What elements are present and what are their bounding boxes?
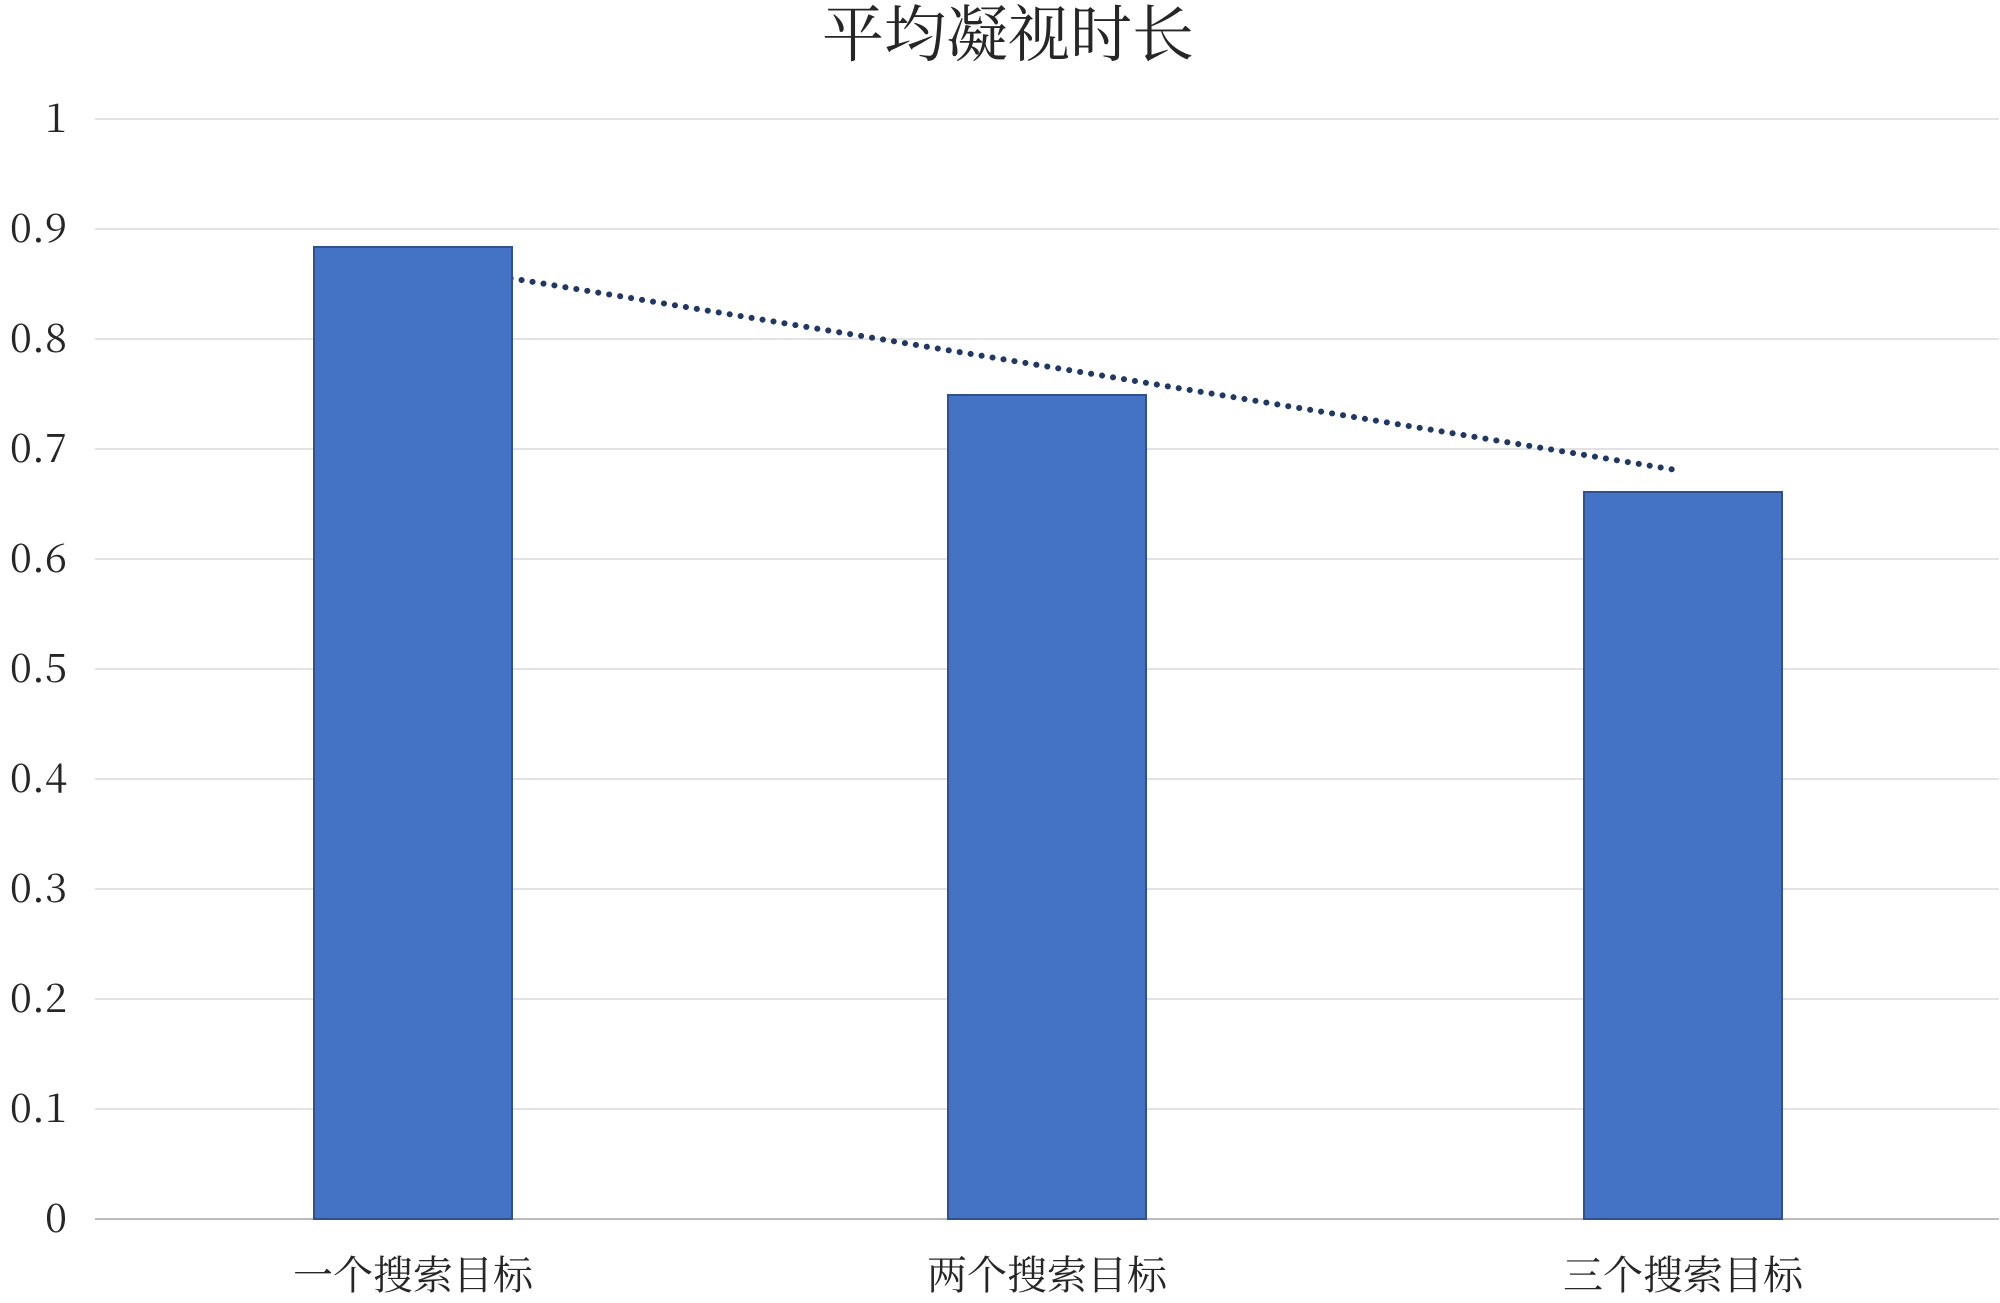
svg-text:0.5: 0.5	[10, 637, 67, 694]
svg-text:0.2: 0.2	[10, 967, 67, 1024]
svg-text:0: 0	[45, 1187, 67, 1244]
svg-text:0.4: 0.4	[10, 747, 67, 804]
svg-text:0.1: 0.1	[10, 1077, 67, 1134]
svg-text:两个搜索目标: 两个搜索目标	[927, 1244, 1169, 1301]
svg-text:0.3: 0.3	[10, 857, 67, 914]
svg-text:0.7: 0.7	[10, 417, 67, 474]
svg-text:0.6: 0.6	[10, 527, 67, 584]
svg-text:一个搜索目标: 一个搜索目标	[293, 1244, 535, 1301]
svg-text:1: 1	[45, 87, 67, 144]
svg-text:0.8: 0.8	[10, 307, 67, 364]
svg-text:平均凝视时长: 平均凝视时长	[822, 0, 1194, 74]
svg-text:0.9: 0.9	[10, 197, 67, 254]
svg-text:三个搜索目标: 三个搜索目标	[1563, 1244, 1805, 1301]
